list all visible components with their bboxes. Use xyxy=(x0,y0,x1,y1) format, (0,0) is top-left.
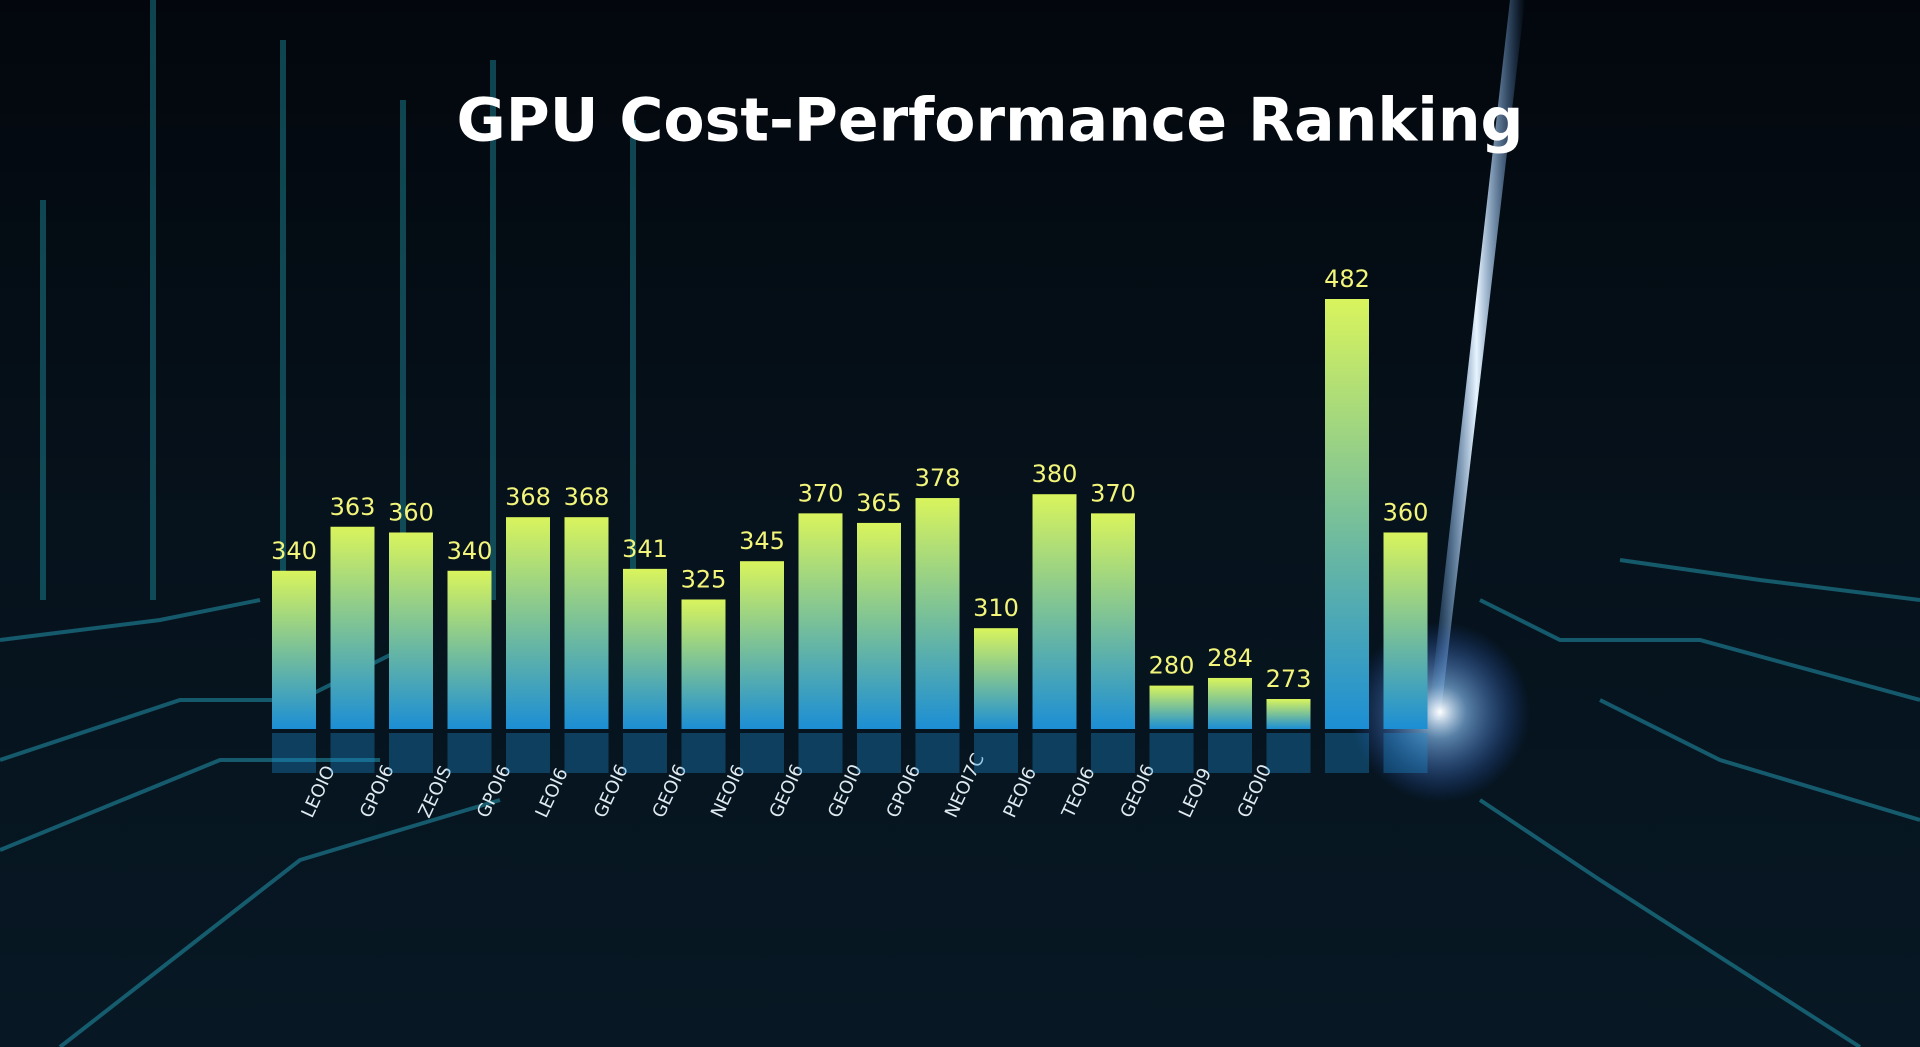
bar xyxy=(389,532,433,729)
value-label: 378 xyxy=(915,464,961,492)
bar-reflection xyxy=(681,733,726,773)
bar xyxy=(1266,699,1311,729)
value-label: 380 xyxy=(1032,460,1078,488)
value-label: 280 xyxy=(1149,652,1195,680)
value-label: 482 xyxy=(1324,265,1370,293)
bar-reflection xyxy=(740,733,784,773)
bar xyxy=(798,513,843,729)
value-label: 360 xyxy=(388,498,434,526)
value-label: 340 xyxy=(271,537,317,565)
bar xyxy=(1149,685,1194,729)
bar xyxy=(272,570,316,729)
bar-reflection xyxy=(272,733,316,773)
bar-reflection xyxy=(1208,733,1252,773)
bar xyxy=(447,570,492,729)
value-label: 341 xyxy=(622,535,668,563)
bar xyxy=(1325,299,1369,729)
bar-reflection xyxy=(1032,733,1077,773)
bar-reflection xyxy=(389,733,433,773)
bar xyxy=(915,498,960,729)
value-label: 340 xyxy=(447,537,493,565)
value-label: 370 xyxy=(1090,479,1136,507)
bar xyxy=(681,599,726,729)
value-label: 368 xyxy=(505,483,551,511)
bar-reflection xyxy=(506,733,550,773)
value-label: 345 xyxy=(739,527,785,555)
bar xyxy=(1091,513,1135,729)
chart-title: GPU Cost-Performance Ranking xyxy=(457,86,1524,156)
value-label: 310 xyxy=(973,594,1019,622)
bar-reflection xyxy=(1266,733,1311,773)
bar-reflection xyxy=(974,733,1018,773)
bar xyxy=(1032,494,1077,729)
bar xyxy=(506,517,550,729)
bar xyxy=(330,526,375,729)
value-label: 284 xyxy=(1207,644,1253,672)
bar-reflection xyxy=(330,733,375,773)
bar-reflection xyxy=(623,733,667,773)
bar xyxy=(1208,677,1252,729)
code-rain xyxy=(40,0,636,620)
bar xyxy=(1383,532,1428,729)
bar xyxy=(623,568,667,729)
value-label: 365 xyxy=(856,489,902,517)
value-label: 368 xyxy=(564,483,610,511)
bar xyxy=(740,561,784,729)
bar-reflection xyxy=(1325,733,1369,773)
value-label: 325 xyxy=(681,565,727,593)
bar-reflection xyxy=(857,733,901,773)
value-label: 370 xyxy=(798,479,844,507)
bar-reflection xyxy=(1149,733,1194,773)
bar xyxy=(974,628,1018,729)
bar xyxy=(564,517,609,729)
bar-reflection xyxy=(1383,733,1428,773)
value-label: 360 xyxy=(1383,498,1429,526)
circuit-lines xyxy=(0,558,1920,1047)
bar-reflection xyxy=(564,733,609,773)
light-flare xyxy=(1350,622,1530,802)
value-label: 363 xyxy=(330,493,376,521)
bar-reflection xyxy=(915,733,960,773)
value-label: 273 xyxy=(1266,665,1312,693)
bar-reflection xyxy=(1091,733,1135,773)
bar-reflection xyxy=(447,733,492,773)
bar-reflection xyxy=(798,733,843,773)
bar xyxy=(857,522,901,729)
light-beam xyxy=(1428,0,1525,720)
